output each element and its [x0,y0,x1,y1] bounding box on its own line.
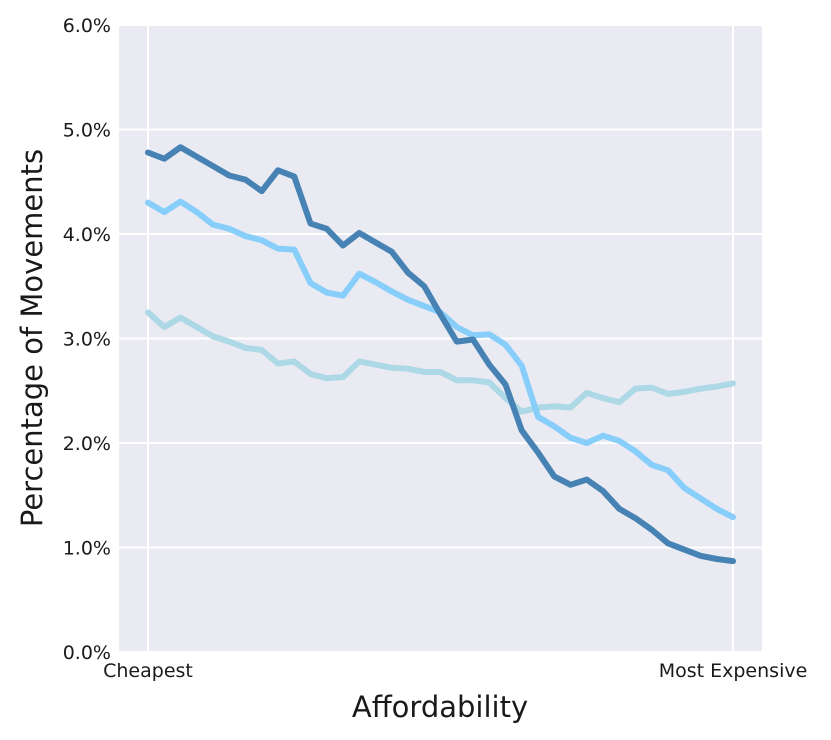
y-tick-label: 3.0% [63,329,111,351]
y-axis-title: Percentage of Movements [15,149,49,527]
y-tick-label: 6.0% [63,15,111,37]
y-tick-label: 0.0% [63,642,111,664]
y-tick-label: 2.0% [63,433,111,455]
series-layer [145,144,736,565]
y-tick-label: 4.0% [63,224,111,246]
x-axis-title: Affordability [352,690,528,724]
y-tick-labels: 0.0% 1.0% 2.0% 3.0% 4.0% 5.0% 6.0% [63,15,111,664]
y-tick-label: 1.0% [63,538,111,560]
x-tick-label-most-expensive: Most Expensive [659,660,808,682]
x-tick-label-cheapest: Cheapest [103,660,193,682]
series-dark-line [145,144,736,565]
series-light-line [145,309,736,415]
y-tick-label: 5.0% [63,120,111,142]
